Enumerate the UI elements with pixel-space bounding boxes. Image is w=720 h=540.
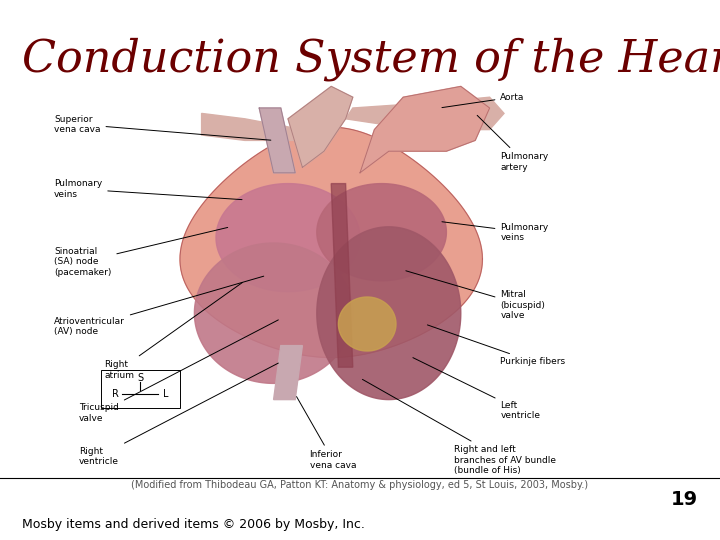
Text: Sinoatrial
(SA) node
(pacemaker): Sinoatrial (SA) node (pacemaker)	[54, 227, 228, 277]
Text: Right and left
branches of AV bundle
(bundle of His): Right and left branches of AV bundle (bu…	[362, 380, 556, 475]
Text: L: L	[163, 389, 168, 399]
Text: Pulmonary
veins: Pulmonary veins	[442, 222, 549, 242]
Text: Right
atrium: Right atrium	[104, 282, 243, 380]
Text: R: R	[112, 389, 119, 399]
Text: Left
ventricle: Left ventricle	[413, 357, 541, 420]
Text: (Modified from Thibodeau GA, Patton KT: Anatomy & physiology, ed 5, St Louis, 20: (Modified from Thibodeau GA, Patton KT: …	[132, 480, 588, 490]
Polygon shape	[180, 127, 482, 357]
Text: Atrioventricular
(AV) node: Atrioventricular (AV) node	[54, 276, 264, 336]
Text: Aorta: Aorta	[442, 93, 525, 107]
Text: Conduction System of the Heart: Conduction System of the Heart	[22, 38, 720, 82]
Text: Inferior
vena cava: Inferior vena cava	[297, 396, 356, 470]
Text: Tricuspid
valve: Tricuspid valve	[79, 320, 279, 423]
Text: Mitral
(bicuspid)
valve: Mitral (bicuspid) valve	[406, 271, 545, 320]
Text: Pulmonary
artery: Pulmonary artery	[477, 116, 549, 172]
Polygon shape	[338, 297, 396, 351]
Text: 19: 19	[671, 490, 698, 509]
Polygon shape	[346, 97, 504, 130]
Text: Pulmonary
veins: Pulmonary veins	[54, 179, 242, 200]
Polygon shape	[288, 86, 353, 167]
Polygon shape	[317, 184, 446, 281]
Polygon shape	[202, 113, 302, 140]
Polygon shape	[274, 346, 302, 400]
Polygon shape	[259, 108, 295, 173]
Text: Purkinje fibers: Purkinje fibers	[428, 325, 565, 366]
Polygon shape	[331, 184, 353, 367]
Text: S: S	[138, 373, 143, 383]
Polygon shape	[317, 227, 461, 400]
Polygon shape	[216, 184, 360, 292]
Polygon shape	[360, 86, 490, 173]
Text: Superior
vena cava: Superior vena cava	[54, 114, 271, 140]
Text: Mosby items and derived items © 2006 by Mosby, Inc.: Mosby items and derived items © 2006 by …	[22, 518, 364, 531]
Text: Right
ventricle: Right ventricle	[79, 363, 279, 466]
Polygon shape	[194, 243, 353, 383]
